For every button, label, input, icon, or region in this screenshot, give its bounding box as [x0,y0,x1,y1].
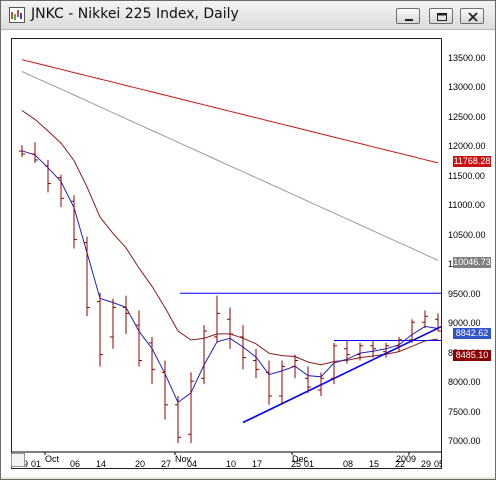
price-tag-ma-red: 11768.28 [453,155,491,167]
day-label-6: 04 [187,459,197,469]
title-bar[interactable]: JNKC - Nikkei 225 Index, Daily [1,1,495,30]
day-label-12: 15 [369,459,379,469]
price-tag-ma-gray: 10046.73 [453,257,491,269]
price-tick-label: 11500.00 [448,170,485,181]
price-tick-label: 13500.00 [448,52,486,63]
price-tag-ema-brown: 8485.10 [453,349,491,361]
scroll-corner[interactable] [11,453,25,467]
price-tick-label: 7000.00 [448,436,481,447]
window-title: JNKC - Nikkei 225 Index, Daily [31,6,239,22]
month-label-0: Oct [45,454,60,464]
day-label-1: 01 [31,459,41,469]
ma-long-red-line [21,59,439,164]
day-label-15: 05 [434,459,442,469]
day-label-2: 06 [70,459,80,469]
month-label-3: 2009 [396,454,416,464]
day-label-8: 17 [252,459,262,469]
support-trendline [242,325,441,424]
minimize-icon [405,19,413,21]
price-chart[interactable]: OctNovDec2009290106142027041017250108152… [12,39,442,469]
close-button[interactable] [460,8,484,24]
day-label-14: 29 [421,459,431,469]
day-label-13: 22 [395,459,405,469]
price-tick-label: 13000.00 [448,82,486,93]
day-label-3: 14 [96,459,106,469]
price-tag-last-blue: 8842.62 [453,328,491,340]
day-label-11: 08 [343,459,353,469]
price-tick-label: 9000.00 [448,318,481,329]
maximize-button[interactable] [429,8,453,24]
close-icon [468,12,478,22]
day-label-9: 25 [291,459,301,469]
chart-app-icon [9,7,25,23]
month-label-2: Dec [292,454,309,464]
day-label-5: 27 [161,459,171,469]
ma-long-gray-line [21,71,439,261]
plot-area[interactable]: OctNovDec2009290106142027041017250108152… [11,38,442,469]
ema-short-line [21,150,439,404]
maximize-icon [437,13,447,21]
price-tick-label: 12500.00 [448,111,486,122]
day-label-4: 20 [135,459,145,469]
price-tick-label: 11000.00 [448,200,485,211]
chart-area[interactable]: OctNovDec2009290106142027041017250108152… [1,30,495,477]
minimize-button[interactable] [396,8,420,24]
day-label-10: 01 [304,459,314,469]
price-tick-label: 7500.00 [448,406,481,417]
price-tick-label: 9500.00 [448,288,481,299]
month-label-1: Nov [175,454,192,464]
price-tick-label: 12000.00 [448,141,486,152]
price-tick-label: 10500.00 [448,229,486,240]
price-tick-label: 8000.00 [448,377,481,388]
price-axis[interactable]: 13500.00 13000.00 12500.00 12000.00 11500.00… [442,38,495,469]
day-label-7: 10 [226,459,236,469]
